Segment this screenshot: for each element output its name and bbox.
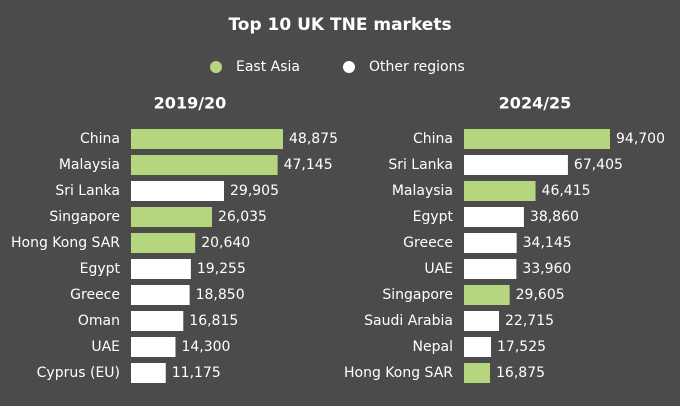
value-label: 11,175 [172,365,221,381]
bar [464,233,517,253]
category-label: Hong Kong SAR [344,365,453,381]
value-label: 26,035 [218,209,267,225]
bar [131,285,190,305]
bar [464,207,524,227]
category-label: Egypt [80,261,121,277]
legend-marker [343,61,355,73]
category-label: UAE [424,261,453,277]
bar [131,181,225,201]
value-label: 67,405 [574,157,623,173]
category-label: Hong Kong SAR [11,235,120,251]
chart-title: Top 10 UK TNE markets [228,15,451,35]
legend-label: East Asia [236,59,300,75]
value-label: 47,145 [284,157,333,173]
category-label: Singapore [382,287,453,303]
value-label: 14,300 [181,339,230,355]
category-label: Sri Lanka [388,157,453,173]
category-label: Egypt [413,209,454,225]
bar [464,363,491,383]
category-label: Malaysia [392,183,453,199]
bar [131,155,278,175]
value-label: 17,525 [497,339,546,355]
category-label: Greece [403,235,453,251]
bar [464,311,500,331]
bar [131,363,166,383]
value-label: 19,255 [197,261,246,277]
value-label: 94,700 [616,131,665,147]
category-label: China [80,131,120,147]
value-label: 18,850 [196,287,245,303]
bar [131,129,283,149]
bar [464,155,568,175]
category-label: Nepal [413,339,453,355]
bar [464,337,492,357]
legend-label: Other regions [369,59,465,75]
category-label: Oman [78,313,120,329]
category-label: Greece [70,287,120,303]
bar [464,259,517,279]
category-label: UAE [91,339,120,355]
value-label: 38,860 [530,209,579,225]
bar [464,181,536,201]
bar [464,129,610,149]
value-label: 34,145 [523,235,572,251]
value-label: 16,875 [496,365,545,381]
value-label: 29,605 [516,287,565,303]
value-label: 20,640 [201,235,250,251]
legend-marker [210,61,222,73]
value-label: 22,715 [505,313,554,329]
category-label: Cyprus (EU) [37,365,120,381]
bar [131,207,212,227]
category-label: Sri Lanka [55,183,120,199]
bar [464,285,510,305]
value-label: 29,905 [230,183,279,199]
value-label: 48,875 [289,131,338,147]
panel-title: 2024/25 [499,94,572,113]
panel-title: 2019/20 [154,94,227,113]
bar [131,259,191,279]
value-label: 33,960 [522,261,571,277]
category-label: Singapore [49,209,120,225]
category-label: Malaysia [59,157,120,173]
value-label: 46,415 [542,183,591,199]
category-label: China [413,131,453,147]
category-label: Saudi Arabia [364,313,453,329]
value-label: 16,815 [189,313,238,329]
bar [131,233,196,253]
bar [131,311,184,331]
bar [131,337,176,357]
